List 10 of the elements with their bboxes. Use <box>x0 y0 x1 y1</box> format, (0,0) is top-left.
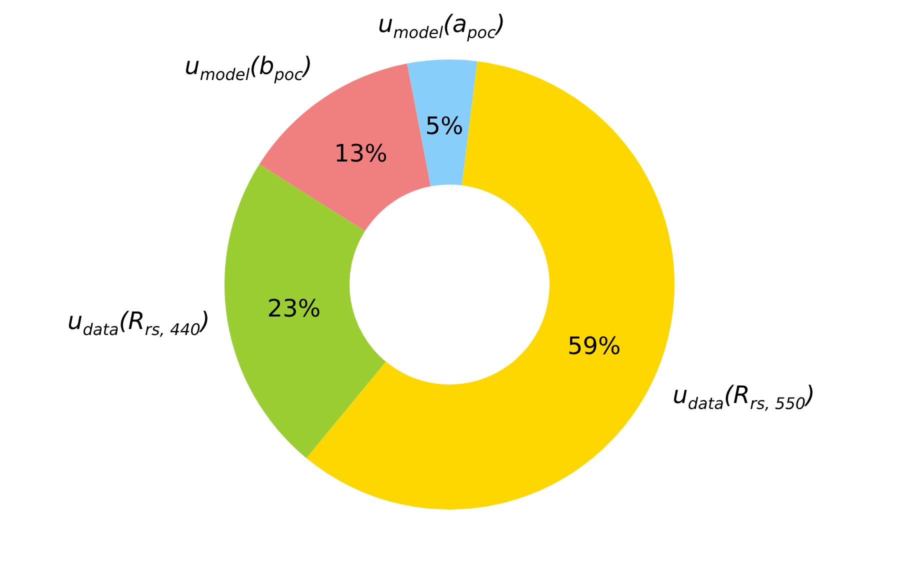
donut-slice <box>407 60 478 186</box>
data-label: 5% <box>425 112 464 140</box>
data-label: 59% <box>567 332 621 360</box>
slice-label: u$_{model}$(a$_{poc}$) <box>378 10 506 42</box>
data-label: 13% <box>334 139 388 168</box>
slice-label: u$_{model}$(b$_{poc}$) <box>184 52 312 84</box>
slice-label: u$_{data}$(R$_{rs, 550}$) <box>672 380 815 412</box>
donut-slice <box>224 164 386 458</box>
slice-label: u$_{data}$(R$_{rs, 440}$) <box>68 306 210 339</box>
data-label: 23% <box>267 294 321 322</box>
